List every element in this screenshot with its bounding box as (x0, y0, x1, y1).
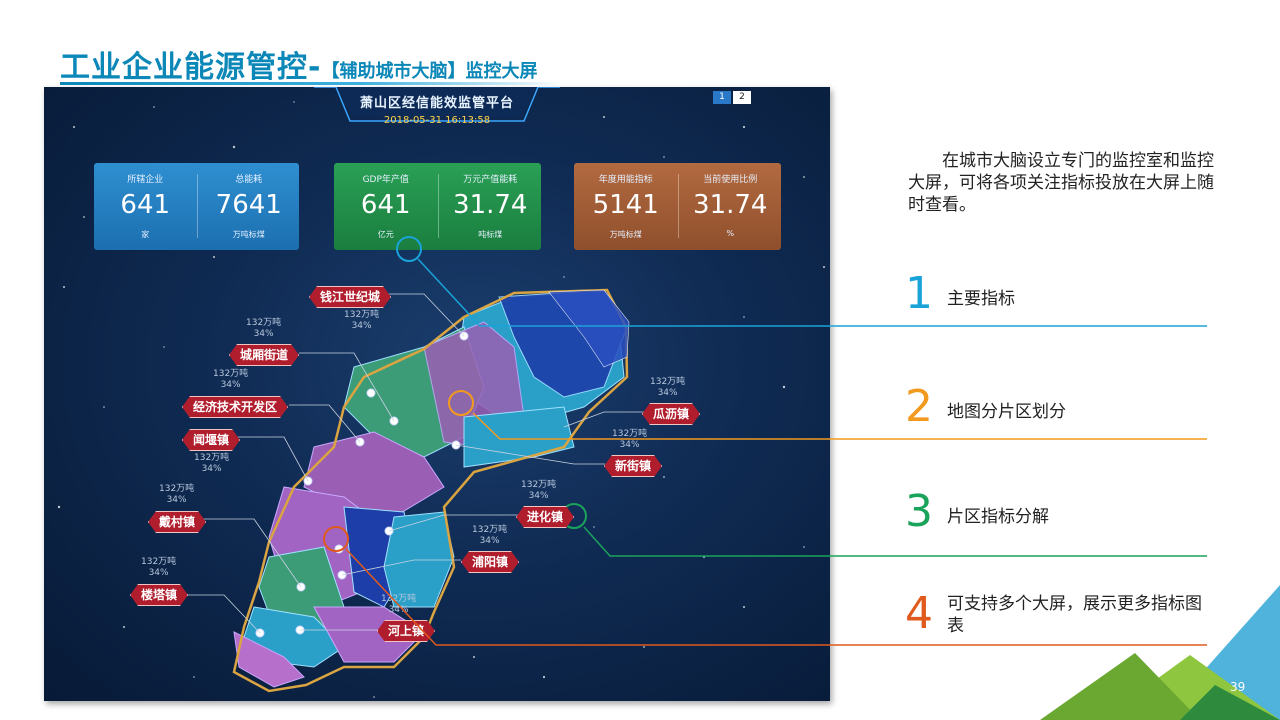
region-stats-puyang: 132万吨 34% (472, 525, 507, 547)
metric-card-quota: 年度用能指标 5141 万吨标煤 当前使用比例 31.74 % (574, 163, 781, 250)
platform-title: 萧山区经信能效监管平台 (359, 96, 514, 111)
region-stat-ratio: 34% (388, 605, 409, 615)
metric-value: 641 (360, 190, 411, 220)
region-tag-kaifaqu[interactable]: 经济技术开发区 (182, 396, 288, 418)
metric-label: 年度用能指标 (598, 175, 653, 185)
region-tag-puyang[interactable]: 浦阳镇 (461, 551, 519, 573)
region-stat-ratio: 34% (148, 568, 169, 578)
metric-card-gdp: GDP年产值 641 亿元 万元产值能耗 31.74 吨标煤 (334, 163, 541, 250)
metric-label: GDP年产值 (362, 175, 409, 185)
region-stat-energy: 132万吨 (344, 310, 380, 320)
metric-value: 31.74 (693, 190, 768, 220)
title-underline (60, 82, 560, 85)
metric-value: 641 (120, 190, 171, 220)
region-tag-daicun[interactable]: 戴村镇 (148, 511, 206, 533)
region-stat-energy: 132万吨 (194, 453, 230, 463)
metric-usage-ratio: 当前使用比例 31.74 % (677, 174, 783, 238)
region-stats-xinjie: 132万吨 34% (612, 429, 647, 451)
region-stat-ratio: 34% (201, 464, 222, 474)
metric-unit: 万吨标煤 (232, 230, 265, 239)
feature-text: 可支持多个大屏，展示更多指标图表 (947, 594, 1202, 636)
region-stat-ratio: 34% (619, 440, 640, 450)
region-stat-energy: 132万吨 (521, 480, 557, 490)
region-stat-energy: 132万吨 (141, 557, 177, 567)
map-highlight-rings (323, 236, 587, 552)
page-2-button[interactable]: 2 (733, 91, 751, 104)
page-number: 39 (1230, 680, 1246, 694)
metric-unit: 家 (141, 230, 150, 239)
feature-number: 3 (905, 486, 933, 537)
dashboard-screenshot: 萧山区经信能效监管平台 2018-05-31 16:13:58 1 2 所辖企业… (44, 87, 830, 701)
region-stat-energy: 132万吨 (472, 525, 508, 535)
slide-title-sub: 【辅助城市大脑】监控大屏 (321, 61, 538, 82)
metric-label: 万元产值能耗 (463, 175, 518, 185)
description-text: 在城市大脑设立专门的监控室和监控大屏，可将各项关注指标投放在大屏上随时查看。 (908, 151, 1214, 215)
region-stat-energy: 132万吨 (612, 429, 648, 439)
metric-unit: 吨标煤 (478, 230, 503, 239)
metric-unit: 亿元 (377, 230, 394, 239)
region-stats-jinhua: 132万吨 34% (521, 480, 556, 502)
region-stats-daicun: 132万吨 34% (159, 484, 194, 506)
metric-value: 7641 (215, 190, 282, 220)
region-tag-guali[interactable]: 瓜沥镇 (642, 403, 700, 425)
page-1-button[interactable]: 1 (713, 91, 731, 104)
metric-value: 5141 (592, 190, 659, 220)
region-stat-energy: 132万吨 (246, 318, 282, 328)
metric-label: 所辖企业 (127, 175, 164, 185)
slide-title-main: 工业企业能源管控- (60, 50, 322, 85)
metric-card-enterprises: 所辖企业 641 家 总能耗 7641 万吨标煤 (94, 163, 299, 250)
region-stat-ratio: 34% (220, 380, 241, 390)
metric-unit: 万吨标煤 (609, 230, 642, 239)
region-stats-chengxiang: 132万吨 34% (246, 318, 281, 340)
metric-gdp: GDP年产值 641 亿元 (334, 163, 438, 250)
region-stat-ratio: 34% (166, 495, 187, 505)
region-tag-chengxiang[interactable]: 城厢街道 (229, 344, 299, 366)
feature-number: 4 (905, 588, 933, 639)
feature-text: 片区指标分解 (947, 507, 1049, 527)
corner-decoration (1040, 585, 1280, 720)
region-tag-heshang[interactable]: 河上镇 (377, 620, 435, 642)
region-stat-energy: 132万吨 (159, 484, 195, 494)
page-switcher: 1 2 (713, 91, 751, 104)
map-markers (255, 331, 469, 638)
metric-annual-quota: 年度用能指标 5141 万吨标煤 (574, 163, 678, 250)
region-stats-guali: 132万吨 34% (650, 377, 685, 399)
region-stat-ratio: 34% (657, 388, 678, 398)
feature-text: 地图分片区划分 (947, 402, 1066, 422)
district-map[interactable] (44, 87, 830, 701)
metric-label: 总能耗 (235, 175, 263, 185)
region-stats-qianjiang: 132万吨 34% (344, 310, 379, 332)
region-tag-jinhua[interactable]: 进化镇 (516, 506, 574, 528)
region-stats-kaifaqu: 132万吨 34% (213, 369, 248, 391)
region-stat-energy: 132万吨 (213, 369, 249, 379)
metric-enterprise-count: 所辖企业 641 家 (94, 163, 197, 250)
region-tag-qianjiang[interactable]: 钱江世纪城 (309, 286, 391, 308)
feature-number: 2 (905, 381, 933, 432)
slide-title: 工业企业能源管控-【辅助城市大脑】监控大屏 (60, 42, 537, 86)
region-stats-louta: 132万吨 34% (141, 557, 176, 579)
region-stats-wenyan: 132万吨 34% (194, 453, 229, 475)
region-stat-energy: 132万吨 (650, 377, 686, 387)
region-tag-louta[interactable]: 楼塔镇 (130, 584, 188, 606)
feature-text: 主要指标 (947, 289, 1015, 309)
region-stat-ratio: 34% (253, 329, 274, 339)
region-stat-ratio: 34% (479, 536, 500, 546)
header-frame (314, 87, 560, 122)
timestamp: 2018-05-31 16:13:58 (383, 115, 491, 126)
region-stats-heshang: 132万吨 34% (381, 594, 416, 616)
region-tag-xinjie[interactable]: 新街镇 (604, 455, 662, 477)
feature-number: 1 (905, 268, 933, 319)
metric-label: 当前使用比例 (703, 175, 758, 185)
metric-unit: % (726, 229, 735, 238)
metric-energy-per-output: 万元产值能耗 31.74 吨标煤 (437, 174, 543, 239)
metric-total-energy: 总能耗 7641 万吨标煤 (196, 174, 301, 239)
region-stat-ratio: 34% (351, 321, 372, 331)
region-tag-wenyan[interactable]: 闻堰镇 (182, 429, 240, 451)
map-outline (232, 288, 629, 693)
region-stat-energy: 132万吨 (381, 594, 417, 604)
metric-value: 31.74 (453, 190, 528, 220)
region-stat-ratio: 34% (528, 491, 549, 501)
